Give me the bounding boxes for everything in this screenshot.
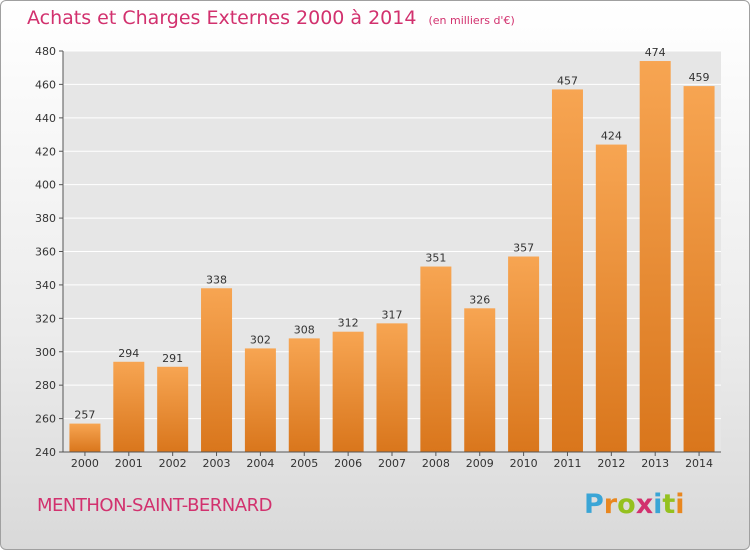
bar [595,144,627,453]
bar-value-label: 312 [338,317,359,330]
y-tick-label: 260 [35,413,56,426]
bar-value-label: 338 [206,273,227,286]
y-tick-label: 300 [35,346,56,359]
brand-letter: P [584,489,604,520]
x-tick-label: 2006 [334,457,362,470]
brand-letter: r [603,489,618,520]
bar [69,423,101,452]
x-tick-label: 2002 [159,457,187,470]
y-tick-label: 460 [35,78,56,91]
bar [551,89,583,452]
x-tick-label: 2005 [290,457,318,470]
bar [288,338,320,452]
bar-value-label: 291 [162,352,183,365]
chart-unit: (en milliers d'€) [428,14,515,27]
bar [420,266,452,452]
bar-value-label: 357 [513,242,534,255]
bar [244,348,276,452]
x-tick-label: 2013 [641,457,669,470]
y-tick-label: 280 [35,379,56,392]
bar-value-label: 326 [469,293,490,306]
bar-value-label: 424 [601,130,622,143]
bar [376,323,408,452]
bar-value-label: 257 [74,409,95,422]
bar [508,256,540,452]
y-tick-label: 420 [35,145,56,158]
y-tick-label: 400 [35,179,56,192]
x-tick-label: 2008 [422,457,450,470]
x-tick-label: 2000 [71,457,99,470]
bar-value-label: 302 [250,333,271,346]
brand-letter: i [653,489,663,520]
bar [332,331,364,452]
brand-letter: o [617,489,636,520]
x-tick-label: 2009 [466,457,494,470]
bar-value-label: 351 [425,252,446,265]
brand-letter: i [675,489,685,520]
bar-value-label: 317 [382,308,403,321]
y-tick-label: 360 [35,246,56,259]
y-tick-label: 380 [35,212,56,225]
brand-letter: t [662,489,676,520]
x-tick-label: 2011 [553,457,581,470]
bar [113,361,145,452]
x-tick-label: 2007 [378,457,406,470]
bar-value-label: 294 [118,347,139,360]
x-tick-label: 2010 [510,457,538,470]
bar-value-label: 308 [294,323,315,336]
bar-value-label: 474 [645,46,666,59]
town-name: MENTHON-SAINT-BERNARD [37,495,272,516]
x-tick-label: 2001 [115,457,143,470]
bar-value-label: 457 [557,74,578,87]
y-tick-label: 340 [35,279,56,292]
y-tick-label: 440 [35,112,56,125]
x-tick-label: 2003 [203,457,231,470]
x-tick-label: 2012 [597,457,625,470]
bar-value-label: 459 [689,71,710,84]
bar [683,86,715,453]
bar [639,61,671,453]
chart-title: Achats et Charges Externes 2000 à 2014 [27,7,417,29]
bar [201,288,233,452]
y-tick-label: 320 [35,312,56,325]
brand-letter: x [635,489,654,520]
title-row: Achats et Charges Externes 2000 à 2014 (e… [27,7,515,29]
y-tick-label: 240 [35,446,56,459]
brand-logo: Proxiti [584,489,685,520]
x-tick-label: 2004 [246,457,274,470]
bar [464,308,496,452]
x-tick-label: 2014 [685,457,713,470]
y-tick-label: 480 [35,45,56,58]
bar [157,366,189,452]
